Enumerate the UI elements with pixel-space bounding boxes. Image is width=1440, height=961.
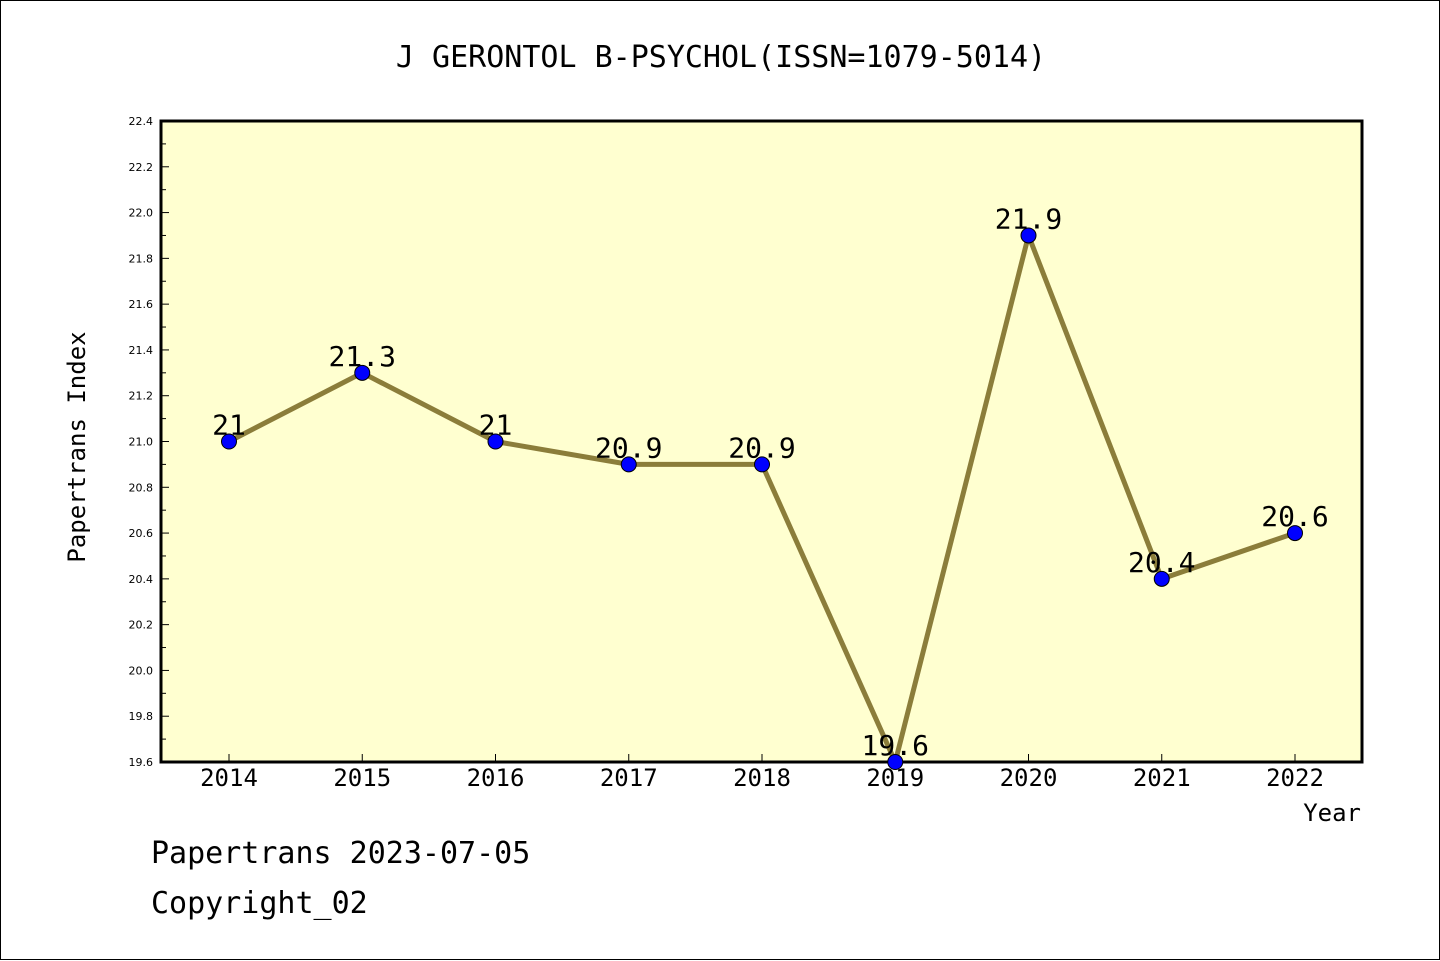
data-point-marker xyxy=(620,456,637,473)
x-tick-label: 2022 xyxy=(1266,764,1324,792)
data-value-label: 19.6 xyxy=(862,729,929,762)
data-value-label: 20.4 xyxy=(1128,546,1195,579)
data-point-marker xyxy=(487,433,504,450)
footer-date: Papertrans 2023-07-05 xyxy=(151,836,531,871)
x-tick-label: 2021 xyxy=(1133,764,1191,792)
data-value-label: 20.6 xyxy=(1261,500,1328,533)
y-tick-label: 22.4 xyxy=(129,115,154,128)
x-tick-label: 2016 xyxy=(467,764,525,792)
x-axis-label: Year xyxy=(1303,799,1361,827)
data-value-label: 21.3 xyxy=(329,340,396,373)
x-tick-label: 2017 xyxy=(600,764,658,792)
plot-area xyxy=(159,119,1364,764)
x-tick-label: 2014 xyxy=(200,764,258,792)
data-point-marker xyxy=(754,456,770,473)
x-tick-label: 2018 xyxy=(733,764,791,792)
y-tick-label: 20.4 xyxy=(129,573,154,586)
data-point-marker xyxy=(1020,227,1037,244)
y-tick-label: 20.6 xyxy=(129,527,154,540)
data-value-label: 20.9 xyxy=(595,431,662,464)
y-tick-label: 21.4 xyxy=(129,344,154,357)
y-tick-label: 20.2 xyxy=(129,619,154,632)
x-tick-label: 2015 xyxy=(333,764,391,792)
footer-copyright: Copyright_02 xyxy=(151,886,368,921)
y-tick-label: 20.8 xyxy=(129,481,154,494)
chart-title: J GERONTOL B-PSYCHOL(ISSN=1079-5014) xyxy=(396,40,1046,75)
data-markers xyxy=(221,227,1303,770)
data-value-label: 21 xyxy=(479,409,513,442)
data-point-marker xyxy=(1287,525,1303,542)
y-axis-ticks: 19.6 19.8 20.0 20.2 20.4 20.6 20.8 21.0 21.2 21.4… xyxy=(129,115,169,769)
data-point-marker xyxy=(221,433,237,450)
data-point-marker xyxy=(887,754,904,770)
y-tick-label: 21.6 xyxy=(129,298,154,311)
y-tick-label: 19.8 xyxy=(129,710,154,723)
data-value-label: 21.9 xyxy=(995,202,1062,235)
y-tick-label: 20.0 xyxy=(129,664,154,677)
x-tick-label: 2020 xyxy=(1000,764,1058,792)
x-axis-ticks: 2014 2015 2016 2017 2018 2019 2020 2021 2022 xyxy=(200,754,1324,792)
y-tick-label: 19.6 xyxy=(129,756,154,769)
data-point-marker xyxy=(354,364,371,381)
data-value-label: 20.9 xyxy=(728,431,795,464)
y-tick-label: 21.0 xyxy=(129,436,154,449)
y-axis-label: Papertrans Index xyxy=(63,331,91,562)
y-tick-label: 21.8 xyxy=(129,252,154,265)
y-tick-label: 22.0 xyxy=(129,207,154,220)
data-point-marker xyxy=(1153,570,1170,587)
y-tick-label: 21.2 xyxy=(129,390,154,403)
data-value-label: 21 xyxy=(212,409,246,442)
y-tick-label: 22.2 xyxy=(129,161,154,174)
data-labels: 21 21.3 21 20.9 20.9 19.6 21.9 20.4 20.6 xyxy=(212,202,1329,762)
